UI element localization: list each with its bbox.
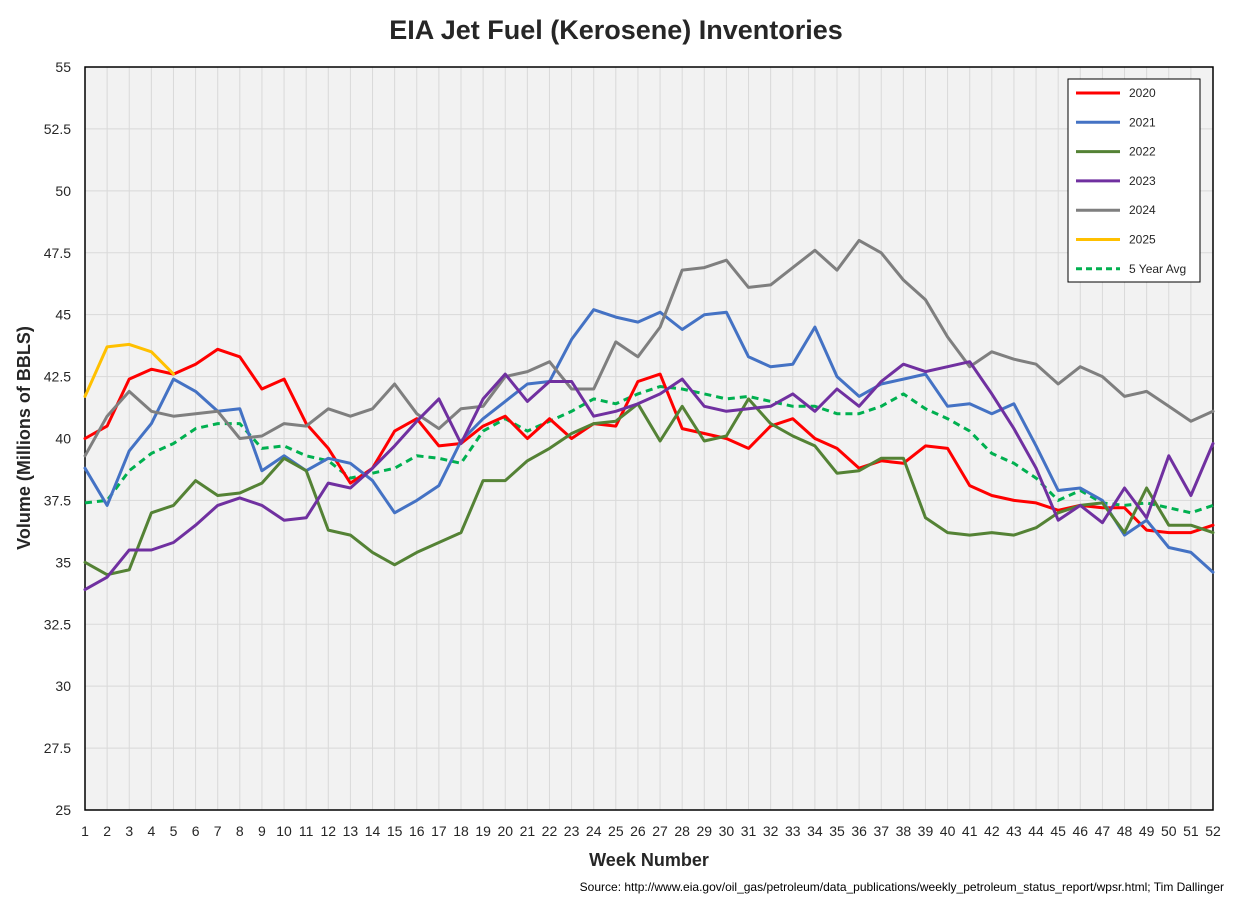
x-tick-label: 49 [1139, 823, 1155, 839]
y-tick-label: 35 [55, 554, 71, 570]
series-line-2024 [83, 238, 1215, 458]
legend-label: 2025 [1129, 233, 1156, 247]
legend: 2020 2021 2022 2023 2024 2025 5 Year Avg [1067, 78, 1201, 283]
legend-label: 2022 [1129, 145, 1156, 159]
x-tick-label: 12 [321, 823, 337, 839]
legend-label: 2021 [1129, 115, 1156, 129]
x-tick-label: 43 [1006, 823, 1022, 839]
x-tick-label: 41 [962, 823, 978, 839]
x-tick-label: 32 [763, 823, 779, 839]
series-line-2020 [83, 347, 1215, 535]
y-axis-ticks: 25 27.5 30 32.5 35 37.5 40 42.5 45 47.5 50 52.5 55 [44, 59, 71, 818]
x-tick-label: 22 [542, 823, 558, 839]
x-tick-label: 7 [214, 823, 222, 839]
x-tick-label: 5 [170, 823, 178, 839]
x-tick-label: 34 [807, 823, 823, 839]
x-tick-label: 14 [365, 823, 381, 839]
x-tick-label: 40 [940, 823, 956, 839]
y-tick-label: 50 [55, 183, 71, 199]
series-line-5-year-avg [84, 385, 1214, 515]
x-tick-label: 23 [564, 823, 580, 839]
x-tick-label: 47 [1095, 823, 1111, 839]
y-tick-label: 37.5 [44, 492, 71, 508]
x-tick-label: 2 [103, 823, 111, 839]
x-tick-label: 36 [851, 823, 867, 839]
x-tick-label: 1 [81, 823, 89, 839]
series-line-2022 [83, 397, 1215, 577]
x-tick-label: 39 [918, 823, 934, 839]
x-tick-label: 16 [409, 823, 425, 839]
x-tick-label: 37 [873, 823, 889, 839]
y-axis-title: Volume (Millions of BBLS) [14, 326, 34, 550]
source-note: Source: http://www.eia.gov/oil_gas/petro… [580, 880, 1224, 894]
x-tick-label: 45 [1050, 823, 1066, 839]
x-tick-label: 29 [697, 823, 713, 839]
x-tick-label: 30 [719, 823, 735, 839]
y-tick-label: 32.5 [44, 616, 71, 632]
x-tick-label: 3 [125, 823, 133, 839]
y-tick-label: 52.5 [44, 121, 71, 137]
y-tick-label: 45 [55, 307, 71, 323]
x-tick-label: 21 [520, 823, 536, 839]
x-tick-label: 28 [674, 823, 690, 839]
x-tick-label: 31 [741, 823, 757, 839]
x-axis-ticks: 1 2 3 4 5 6 7 8 9 10 11 12 13 14 15 16 17 18 19 20 21 22 23 24 2… [81, 823, 1221, 839]
x-tick-label: 13 [343, 823, 359, 839]
x-tick-label: 8 [236, 823, 244, 839]
series-lines [83, 238, 1215, 592]
legend-label: 2024 [1129, 203, 1156, 217]
x-tick-label: 15 [387, 823, 403, 839]
legend-label: 5 Year Avg [1129, 262, 1186, 276]
series-line-2023 [83, 360, 1215, 592]
grid-lines [84, 66, 1214, 811]
x-tick-label: 17 [431, 823, 447, 839]
x-tick-label: 50 [1161, 823, 1177, 839]
x-tick-label: 52 [1205, 823, 1221, 839]
y-tick-label: 27.5 [44, 740, 71, 756]
x-tick-label: 11 [299, 823, 314, 839]
legend-label: 2020 [1129, 86, 1156, 100]
x-axis-title: Week Number [589, 850, 709, 870]
series-line-2025 [83, 342, 175, 398]
chart-title: EIA Jet Fuel (Kerosene) Inventories [389, 15, 843, 45]
x-tick-label: 20 [497, 823, 513, 839]
x-tick-label: 51 [1183, 823, 1199, 839]
x-tick-label: 24 [586, 823, 602, 839]
x-tick-label: 6 [192, 823, 200, 839]
y-tick-label: 30 [55, 678, 71, 694]
x-tick-label: 27 [652, 823, 668, 839]
x-tick-label: 18 [453, 823, 469, 839]
x-tick-label: 4 [147, 823, 155, 839]
y-tick-label: 40 [55, 431, 71, 447]
x-tick-label: 19 [475, 823, 491, 839]
x-tick-label: 9 [258, 823, 266, 839]
x-tick-label: 35 [829, 823, 845, 839]
x-tick-label: 33 [785, 823, 801, 839]
x-tick-label: 42 [984, 823, 1000, 839]
y-tick-label: 42.5 [44, 369, 71, 385]
x-tick-label: 38 [896, 823, 912, 839]
y-tick-label: 55 [55, 59, 71, 75]
x-tick-label: 46 [1073, 823, 1089, 839]
y-tick-label: 47.5 [44, 245, 71, 261]
x-tick-label: 44 [1028, 823, 1044, 839]
legend-label: 2023 [1129, 174, 1156, 188]
x-tick-label: 25 [608, 823, 624, 839]
x-tick-label: 26 [630, 823, 646, 839]
x-tick-label: 48 [1117, 823, 1133, 839]
y-tick-label: 25 [55, 802, 71, 818]
series-line-2021 [83, 308, 1215, 574]
x-tick-label: 10 [276, 823, 292, 839]
